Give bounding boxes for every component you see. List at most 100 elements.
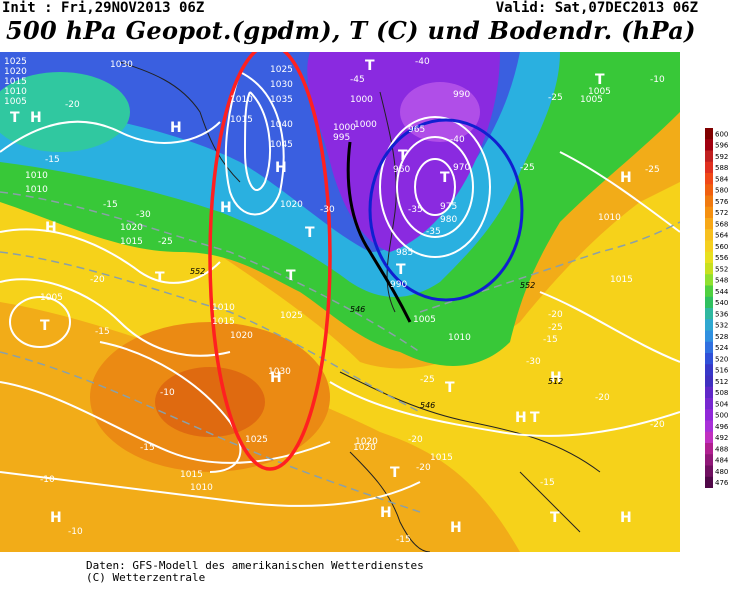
- temp-label: -45: [350, 75, 365, 85]
- legend-swatch: [705, 465, 713, 478]
- legend-swatch: [705, 184, 713, 196]
- legend-label: 588: [715, 164, 728, 172]
- legend-swatch: [705, 285, 713, 298]
- center-label: T: [440, 170, 450, 186]
- pressure-label: 1005: [588, 87, 611, 97]
- legend-label: 488: [715, 445, 728, 453]
- center-label: H: [45, 220, 57, 236]
- pressure-label: 1010: [212, 303, 235, 313]
- legend-label: 476: [715, 479, 729, 487]
- temp-label: -25: [520, 163, 535, 173]
- legend-label: 528: [715, 333, 728, 341]
- temp-label: -20: [416, 463, 431, 473]
- legend-swatch: [705, 308, 713, 320]
- center-label: T: [550, 510, 560, 526]
- legend-label: 552: [715, 265, 728, 273]
- isobars: [0, 71, 680, 507]
- temp-label: -10: [160, 388, 175, 398]
- legend-swatch: [705, 139, 713, 151]
- pressure-label: 1030: [268, 367, 291, 377]
- legend-swatch: [705, 409, 713, 421]
- temp-label: -10: [68, 527, 83, 537]
- legend-swatch: [705, 443, 713, 455]
- legend-swatch: [705, 161, 713, 174]
- legend-label: 496: [715, 423, 729, 431]
- center-label: T: [390, 465, 400, 481]
- legend-swatch: [705, 173, 713, 185]
- height-label: 546: [350, 305, 365, 314]
- center-label: H: [620, 170, 632, 186]
- pressure-label: 1045: [270, 140, 293, 150]
- legend-swatch: [705, 218, 713, 230]
- legend-swatch: [705, 454, 713, 466]
- temp-label: -15: [540, 478, 555, 488]
- legend-swatch: [705, 476, 713, 488]
- legend-label: 540: [715, 299, 728, 307]
- legend-swatch: [705, 353, 713, 365]
- legend-label: 500: [715, 412, 728, 420]
- temp-label: -15: [95, 327, 110, 337]
- pressure-label: 1030: [110, 60, 133, 70]
- temp-label: -15: [103, 200, 118, 210]
- height-label: 552: [520, 281, 535, 290]
- legend-swatch: [705, 150, 713, 163]
- center-label: T: [396, 262, 406, 278]
- temp-label: -25: [158, 237, 173, 247]
- temp-label: -20: [65, 100, 80, 110]
- temp-label: -15: [45, 155, 60, 165]
- temp-label: -15: [140, 443, 155, 453]
- legend-label: 480: [715, 468, 728, 476]
- temp-label: -10: [40, 475, 55, 485]
- legend-label: 560: [715, 243, 728, 251]
- center-label: T: [286, 268, 296, 284]
- legend-swatch: [705, 251, 713, 264]
- center-label: T: [398, 148, 408, 164]
- center-label: H: [220, 200, 232, 216]
- legend-swatch: [705, 274, 713, 286]
- pressure-label: 985: [396, 248, 413, 258]
- pressure-label: 1010: [230, 95, 253, 105]
- height-label: 552: [190, 267, 205, 276]
- header: Init : Fri,29NOV2013 06Z Valid: Sat,07DE…: [0, 0, 732, 48]
- center-label: T: [10, 110, 20, 126]
- pressure-label: 1025: [280, 311, 303, 321]
- center-label: H: [515, 410, 527, 426]
- height-label: 546: [420, 401, 435, 410]
- temp-label: -20: [408, 435, 423, 445]
- map-title: 500 hPa Geopot.(gpdm), T (C) und Bodendr…: [6, 16, 696, 45]
- pressure-label: 975: [440, 202, 457, 212]
- pressure-label: 1010: [190, 483, 213, 493]
- legend-swatch: [705, 364, 713, 376]
- legend-label: 508: [715, 389, 728, 397]
- pressure-label: 1035: [270, 95, 293, 105]
- legend-label: 580: [715, 187, 728, 195]
- pressure-label: 1015: [610, 275, 633, 285]
- pressure-label: 1010: [448, 333, 471, 343]
- yellow-band: [0, 170, 680, 552]
- pressure-label: 960: [393, 165, 410, 175]
- copyright: (C) Wetterzentrale: [86, 571, 206, 584]
- pressure-label: 1005: [580, 95, 603, 105]
- temp-label: -40: [415, 57, 430, 67]
- pressure-label: 1025: [270, 65, 293, 75]
- data-source: Daten: GFS-Modell des amerikanischen Wet…: [86, 559, 424, 572]
- temp-label: -30: [320, 205, 335, 215]
- legend-label: 548: [715, 277, 728, 285]
- legend-label: 512: [715, 378, 728, 386]
- pressure-label: 1005: [40, 293, 63, 303]
- pressure-centers: H H H H H H H H H H H H H T T T T T T T …: [10, 58, 632, 536]
- pressure-label: 1020: [355, 437, 378, 447]
- temp-label: -20: [548, 310, 563, 320]
- pressure-label: 1020: [353, 443, 376, 453]
- legend-swatch: [705, 431, 713, 444]
- temp-label: -20: [90, 275, 105, 285]
- legend-swatch: [705, 128, 713, 140]
- valid-time: Valid: Sat,07DEC2013 06Z: [495, 0, 698, 16]
- height-label: 512: [548, 377, 563, 386]
- pressure-label: 1020: [120, 223, 143, 233]
- legend-label: 564: [715, 232, 729, 240]
- legend-label: 520: [715, 355, 728, 363]
- temp-label: -10: [650, 75, 665, 85]
- temp-label: -35: [408, 205, 423, 215]
- center-label: H: [50, 510, 62, 526]
